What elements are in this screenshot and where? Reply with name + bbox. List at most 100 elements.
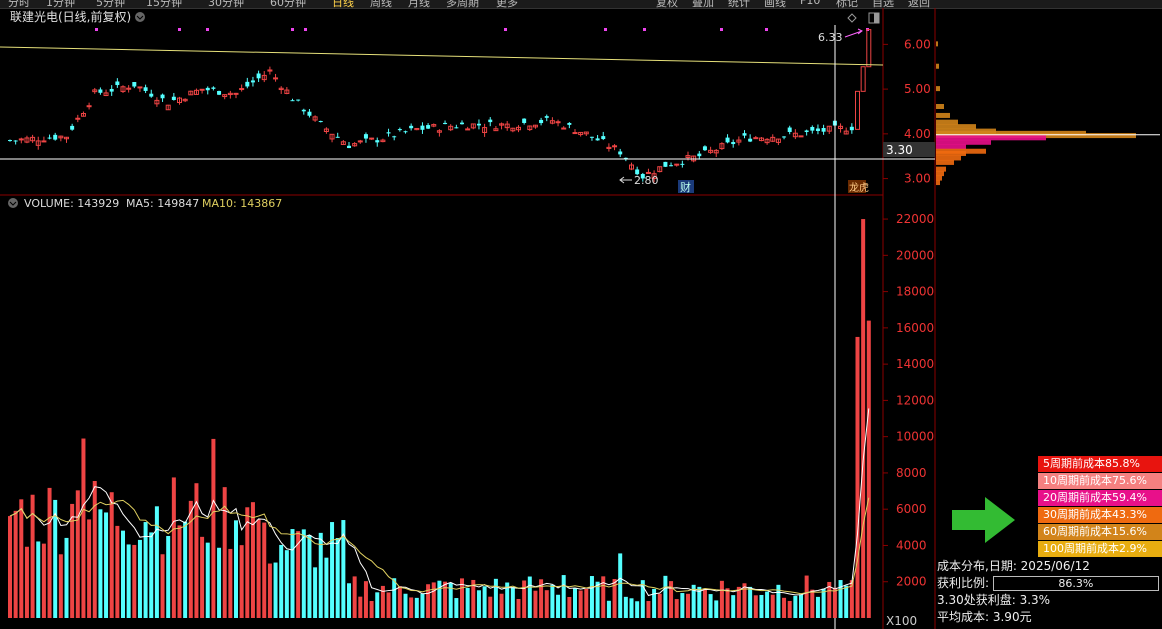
toolbar-item[interactable]: 周线 <box>370 0 392 9</box>
cost-legend-row: 20周期前成本59.4% <box>1038 490 1162 506</box>
candle <box>606 146 612 149</box>
candle <box>386 132 391 134</box>
volume-bar <box>753 595 758 618</box>
volume-bar <box>578 590 583 618</box>
cost-bin <box>936 139 991 145</box>
volume-bar <box>64 537 69 618</box>
candle <box>431 124 437 127</box>
candle <box>290 100 295 102</box>
high-label: 6.33 <box>818 31 843 44</box>
toolbar-item[interactable]: 返回 <box>908 0 930 9</box>
candle <box>98 89 103 93</box>
candle <box>482 127 488 133</box>
volume-bar <box>318 532 323 618</box>
toolbar-item[interactable]: 标记 <box>836 0 858 9</box>
toolbar-item[interactable]: 日线 <box>332 0 354 9</box>
event-marker <box>178 28 181 31</box>
candle <box>250 80 255 83</box>
cost-bin <box>936 166 946 172</box>
ma5-label: MA5: 149847 <box>126 197 199 210</box>
candle <box>227 92 233 96</box>
cost-bin <box>936 119 958 125</box>
candle <box>669 165 674 167</box>
volume-bar <box>499 593 504 618</box>
toolbar-item[interactable]: 分时 <box>8 0 30 9</box>
volume-bar <box>719 580 724 618</box>
title-menu-icon[interactable] <box>135 12 145 22</box>
candle <box>685 155 691 159</box>
candle <box>555 121 561 124</box>
volume-bar <box>697 586 702 618</box>
event-marker <box>291 28 294 31</box>
toolbar-item[interactable]: 多周期 <box>446 0 479 9</box>
candle <box>357 140 363 143</box>
volume-label: VOLUME: 143929 <box>24 197 119 210</box>
diamond-icon[interactable] <box>847 13 857 23</box>
candle <box>702 146 707 151</box>
candle <box>329 133 335 140</box>
toolbar-item[interactable]: 叠加 <box>692 0 714 9</box>
cost-info: 成本分布,日期: 2025/06/12 获利比例: 86.3% 3.30处获利盘… <box>937 558 1162 626</box>
volume-menu-icon[interactable] <box>8 198 18 208</box>
volume-bar <box>832 587 837 618</box>
candle <box>736 139 742 143</box>
toolbar-item[interactable]: 统计 <box>728 0 750 9</box>
volume-bar <box>41 543 46 618</box>
toolbar-item[interactable]: 15分钟 <box>146 0 182 9</box>
volume-bar <box>787 600 792 618</box>
event-marker <box>304 28 307 31</box>
panel-toggle-fill <box>874 13 879 23</box>
candle <box>826 125 832 132</box>
candle <box>748 138 753 142</box>
cost-legend: 5周期前成本85.8% 10周期前成本75.6% 20周期前成本59.4% 30周期前… <box>1038 456 1162 558</box>
volume-tick-label: 12000 <box>896 393 934 407</box>
toolbar-item[interactable]: 30分钟 <box>208 0 244 9</box>
toolbar-item[interactable]: 更多 <box>496 0 518 9</box>
candle <box>731 142 736 145</box>
candle <box>635 169 640 175</box>
candle <box>363 134 368 139</box>
candle <box>758 137 764 142</box>
candle <box>657 166 663 173</box>
toolbar-item[interactable]: 5分钟 <box>96 0 125 9</box>
candle <box>233 92 239 95</box>
volume-bar <box>386 592 391 618</box>
candle <box>770 136 776 142</box>
volume-bar <box>183 521 188 618</box>
candle <box>680 163 685 165</box>
candle <box>273 77 279 80</box>
candle <box>527 125 533 131</box>
volume-bar <box>177 525 182 618</box>
volume-bar <box>573 588 577 618</box>
cost-bin <box>936 159 954 165</box>
price-axis: 6.00 5.00 4.00 3.00 <box>883 37 931 186</box>
toolbar-item[interactable]: 自选 <box>872 0 894 9</box>
volume-bar <box>234 520 238 618</box>
volume-bar <box>87 519 92 618</box>
volume-bar <box>623 596 628 618</box>
period-toolbar: 分时 1分钟 5分钟 15分钟 30分钟 60分钟 日线 周线 月线 多周期 更多 复权 叠加 统计 画线 F… <box>0 0 1162 9</box>
candle <box>742 133 747 136</box>
toolbar-item[interactable]: 复权 <box>656 0 678 9</box>
toolbar-item[interactable]: F10 <box>800 0 821 7</box>
price-tick-label: 5.00 <box>904 82 931 96</box>
candle <box>126 87 132 90</box>
volume-bar <box>358 596 363 618</box>
volume-bar <box>126 544 131 618</box>
cost-bin <box>936 135 1046 141</box>
volume-bar <box>606 600 611 618</box>
event-marker <box>604 28 607 31</box>
toolbar-item[interactable]: 1分钟 <box>46 0 75 9</box>
candles <box>8 29 872 183</box>
toolbar-item[interactable]: 画线 <box>764 0 786 9</box>
rank-marker: 龙虎 <box>849 181 869 194</box>
volume-bar <box>47 487 52 618</box>
volume-bar <box>149 532 154 618</box>
toolbar-item[interactable]: 60分钟 <box>270 0 306 9</box>
volume-bar <box>13 510 18 618</box>
volume-bar <box>166 535 171 618</box>
volume-bar <box>527 576 532 618</box>
toolbar-item[interactable]: 月线 <box>408 0 430 9</box>
candle <box>86 105 92 108</box>
volume-bar <box>245 507 250 618</box>
